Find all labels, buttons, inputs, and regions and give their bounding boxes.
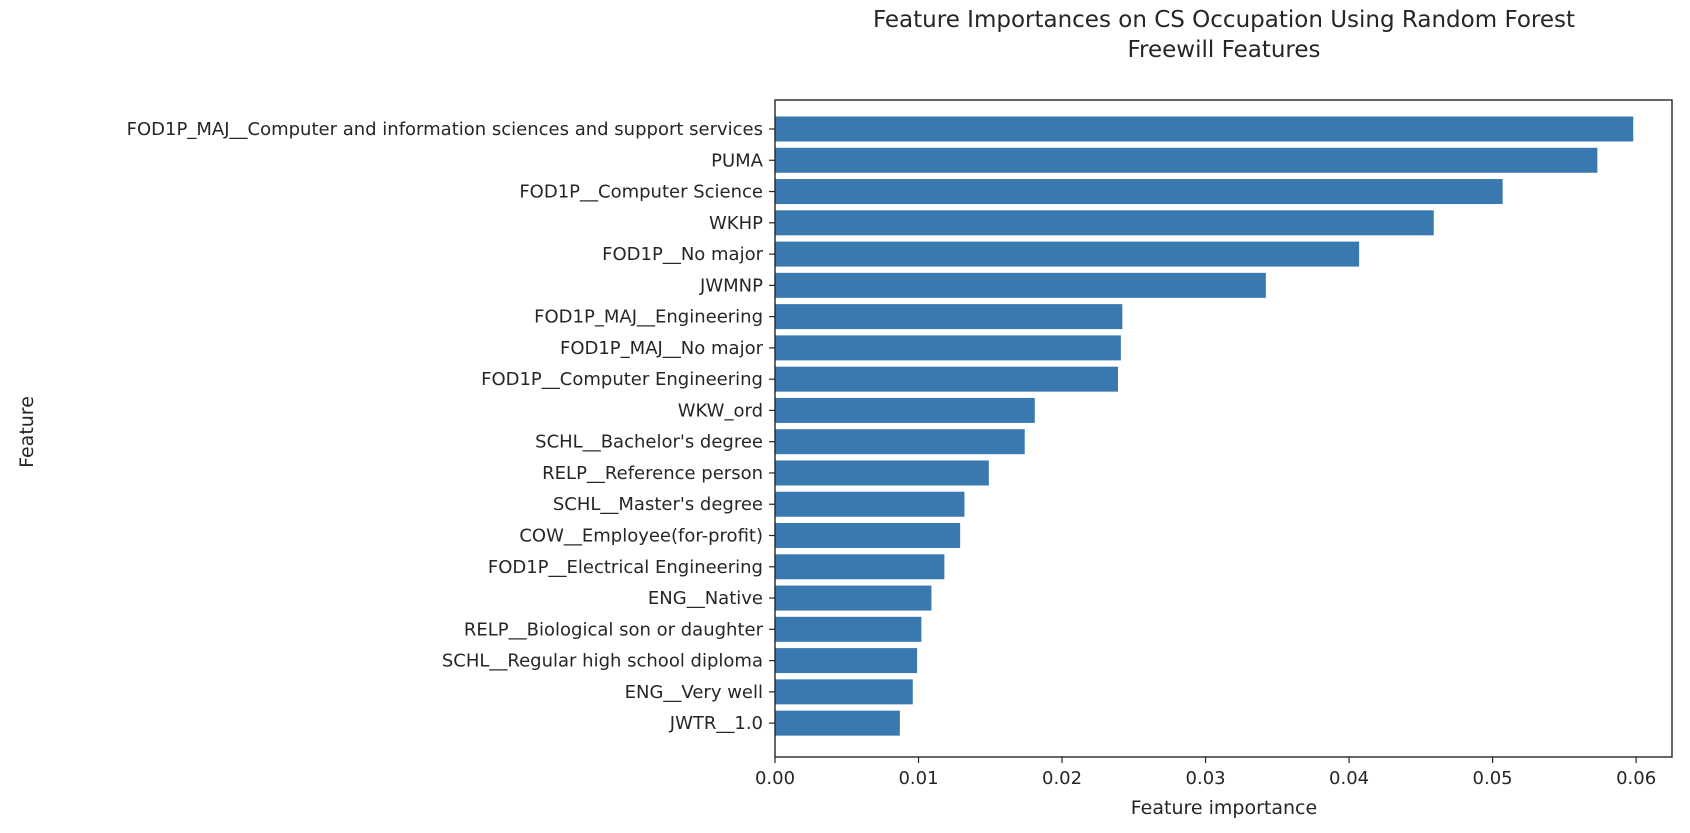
- y-tick-label: WKW_ord: [678, 400, 763, 421]
- y-tick-label: RELP__Reference person: [542, 463, 763, 484]
- bar: [775, 210, 1434, 236]
- y-tick-label: ENG__Very well: [625, 682, 763, 703]
- bar: [775, 429, 1025, 455]
- y-tick-label: SCHL__Regular high school diploma: [442, 651, 763, 672]
- x-axis-label: Feature importance: [1131, 797, 1317, 819]
- y-tick-label: PUMA: [711, 150, 764, 171]
- y-tick-label: FOD1P__Electrical Engineering: [488, 557, 763, 578]
- y-tick-label: SCHL__Bachelor's degree: [535, 432, 763, 453]
- bar: [775, 397, 1035, 423]
- plot-frame: [774, 99, 1673, 758]
- bar: [775, 523, 961, 549]
- y-tick-label: FOD1P_MAJ__Computer and information scie…: [127, 119, 763, 140]
- bars-layer: [775, 116, 1634, 736]
- x-tick-label: 0.03: [1186, 768, 1226, 789]
- y-tick-label: FOD1P__Computer Engineering: [481, 369, 763, 390]
- y-tick-label: JWTR__1.0: [669, 713, 763, 734]
- bar: [775, 241, 1360, 267]
- x-tick-label: 0.06: [1616, 768, 1656, 789]
- bar: [775, 648, 918, 674]
- y-tick-label: FOD1P_MAJ__No major: [560, 338, 764, 359]
- y-tick-label: SCHL__Master's degree: [553, 494, 763, 515]
- x-tick-label: 0.02: [1042, 768, 1082, 789]
- x-tick-label: 0.04: [1329, 768, 1369, 789]
- bar: [775, 460, 989, 486]
- y-tick-label: FOD1P__Computer Science: [519, 182, 763, 203]
- chart-subtitle: Freewill Features: [1128, 37, 1321, 63]
- bar: [775, 710, 900, 736]
- y-tick-label: FOD1P__No major: [602, 244, 763, 265]
- bar: [775, 272, 1266, 298]
- x-axis-ticks: 0.00 0.01 0.02 0.03 0.04 0.05 0.06: [755, 757, 1656, 789]
- chart-title: Feature Importances on CS Occupation Usi…: [873, 7, 1575, 33]
- y-tick-label: WKHP: [709, 213, 763, 234]
- bar: [775, 554, 945, 580]
- bar: [775, 179, 1503, 205]
- bar: [775, 116, 1634, 142]
- y-tick-label: RELP__Biological son or daughter: [464, 619, 764, 640]
- y-axis-label: Feature: [16, 396, 38, 468]
- y-tick-label: COW__Employee(for-profit): [519, 526, 763, 547]
- bar: [775, 616, 922, 642]
- y-tick-label: ENG__Native: [648, 588, 763, 609]
- bar: [775, 679, 913, 705]
- bar: [775, 491, 965, 517]
- bar: [775, 304, 1123, 330]
- bar: [775, 366, 1119, 392]
- x-tick-label: 0.00: [755, 768, 795, 789]
- x-tick-label: 0.05: [1473, 768, 1513, 789]
- bar: [775, 147, 1598, 173]
- y-axis-ticks: FOD1P_MAJ__Computer and information scie…: [127, 119, 775, 734]
- bar: [775, 585, 932, 611]
- y-tick-label: FOD1P_MAJ__Engineering: [534, 307, 763, 328]
- bar: [775, 335, 1121, 361]
- y-tick-label: JWMNP: [699, 275, 763, 296]
- x-tick-label: 0.01: [898, 768, 938, 789]
